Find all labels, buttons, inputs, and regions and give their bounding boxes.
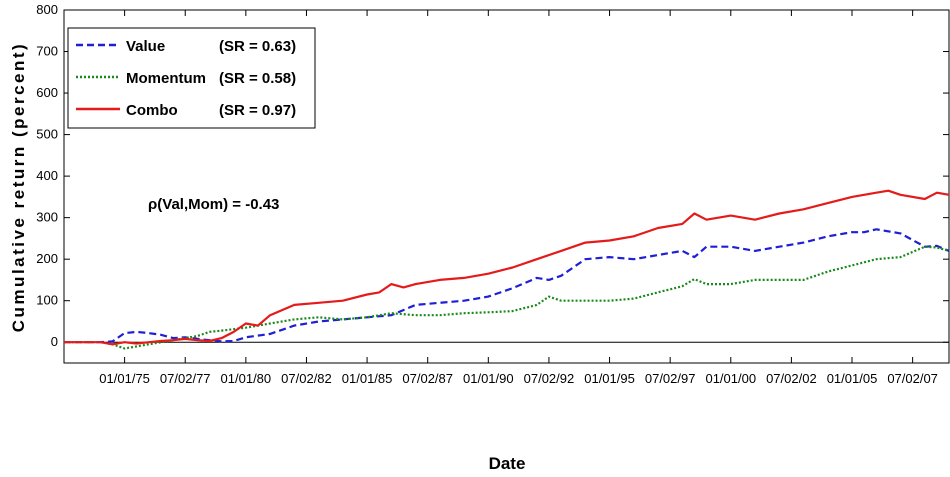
legend: Value (SR = 0.63) Momentum (SR = 0.58) C… bbox=[67, 27, 316, 129]
legend-label-value: Value bbox=[126, 38, 165, 55]
x-tick-label: 01/01/85 bbox=[342, 371, 393, 386]
x-tick-label: 01/01/90 bbox=[463, 371, 514, 386]
x-axis: 01/01/75 07/02/77 01/01/80 07/02/82 01/01/85… bbox=[99, 10, 938, 386]
y-tick-label: 200 bbox=[36, 251, 58, 266]
y-tick-label: 600 bbox=[36, 85, 58, 100]
series-line-momentum bbox=[64, 245, 950, 350]
y-tick-label: 0 bbox=[51, 334, 58, 349]
x-axis-title: Date bbox=[489, 454, 526, 473]
x-tick-label: 07/02/82 bbox=[281, 371, 332, 386]
x-tick-label: 07/02/97 bbox=[645, 371, 696, 386]
x-tick-label: 01/01/80 bbox=[221, 371, 272, 386]
series-layer bbox=[64, 189, 950, 350]
series-line-combo bbox=[64, 189, 950, 346]
y-tick-label: 700 bbox=[36, 44, 58, 59]
x-tick-label: 01/01/00 bbox=[705, 371, 756, 386]
x-tick-label: 01/01/75 bbox=[99, 371, 150, 386]
y-tick-label: 800 bbox=[36, 2, 58, 17]
y-tick-label: 100 bbox=[36, 293, 58, 308]
y-tick-label: 400 bbox=[36, 168, 58, 183]
x-tick-label: 01/01/95 bbox=[584, 371, 635, 386]
legend-label-momentum: Momentum bbox=[126, 70, 206, 87]
x-tick-label: 07/02/07 bbox=[887, 371, 938, 386]
y-tick-label: 300 bbox=[36, 210, 58, 225]
series-line-value bbox=[64, 228, 950, 344]
y-tick-label: 500 bbox=[36, 127, 58, 142]
legend-sr-value: (SR = 0.63) bbox=[219, 38, 296, 55]
legend-sr-combo: (SR = 0.97) bbox=[219, 102, 296, 119]
y-axis: 0 100 200 300 400 500 600 700 800 bbox=[36, 2, 949, 349]
x-tick-label: 07/02/87 bbox=[402, 371, 453, 386]
x-tick-label: 07/02/92 bbox=[524, 371, 575, 386]
legend-sr-momentum: (SR = 0.58) bbox=[219, 70, 296, 87]
x-tick-label: 07/02/77 bbox=[160, 371, 211, 386]
correlation-annotation: ρ(Val,Mom) = -0.43 bbox=[148, 196, 279, 213]
x-tick-label: 01/01/05 bbox=[827, 371, 878, 386]
x-tick-label: 07/02/02 bbox=[766, 371, 817, 386]
legend-label-combo: Combo bbox=[126, 102, 178, 119]
y-axis-title: Cumulative return (percent) bbox=[9, 42, 28, 332]
